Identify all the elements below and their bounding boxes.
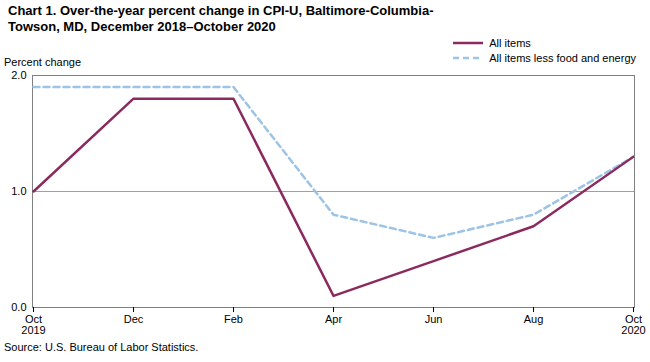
html-text:Percent change: Percent change	[4, 56, 82, 68]
svg-text:Oct2019: Oct2019	[21, 313, 45, 336]
html-text:All items: All items	[489, 36, 531, 49]
svg-text:Feb: Feb	[224, 313, 243, 325]
html-text:Source: U.S. Bureau of Labor S: Source: U.S. Bureau of Labor Statistics.	[4, 341, 199, 353]
svg-text:Aug: Aug	[524, 313, 544, 325]
svg-text:Oct2020: Oct2020	[621, 313, 645, 336]
svg-text:Jun: Jun	[425, 313, 443, 325]
html-text:Chart 1. Over-the-year percent: Chart 1. Over-the-year percent change in…	[8, 3, 434, 34]
svg-text:1.0: 1.0	[11, 185, 26, 197]
svg-text:Apr: Apr	[325, 313, 342, 325]
svg-text:0.0: 0.0	[11, 301, 26, 313]
svg-text:Dec: Dec	[124, 313, 144, 325]
svg-text:2.0: 2.0	[11, 69, 26, 81]
html-text:All items less food and energy: All items less food and energy	[489, 51, 636, 64]
